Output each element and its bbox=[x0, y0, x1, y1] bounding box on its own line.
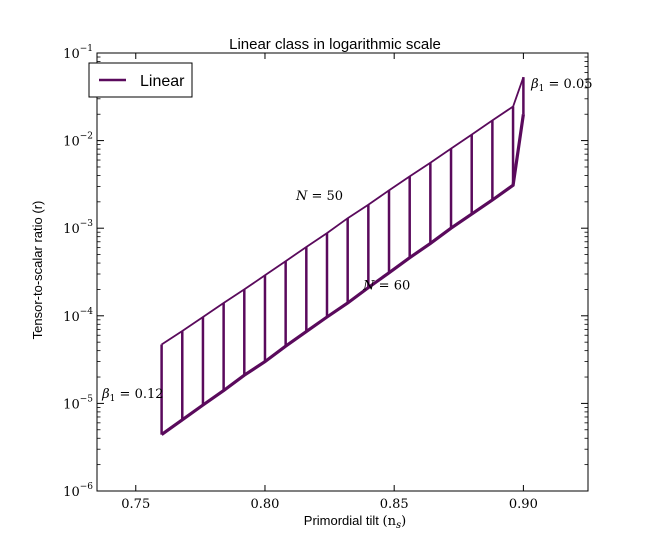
y-tick-label-exponent: −4 bbox=[80, 307, 94, 317]
chart-title: Linear class in logarithmic scale bbox=[229, 36, 441, 53]
x-tick-label: 0.75 bbox=[121, 497, 150, 512]
x-axis-label-text: Primordial tilt bbox=[304, 513, 380, 528]
y-tick-label-base: 10 bbox=[63, 397, 80, 412]
legend: Linear bbox=[88, 62, 193, 98]
annotation-value: = 50 bbox=[307, 189, 343, 204]
annotation-value: = 0.12 bbox=[115, 387, 163, 402]
y-tick-label-base: 10 bbox=[63, 485, 80, 500]
y-tick-label: 10−5 bbox=[63, 394, 93, 412]
x-tick-label: 0.90 bbox=[509, 497, 538, 512]
y-tick-label-exponent: −1 bbox=[80, 44, 93, 54]
plot-area: 0.75 0.80 0.85 0.9010−610−510−410−310−210−1… bbox=[63, 44, 592, 512]
x-axis-label-math-sub: s bbox=[396, 520, 401, 531]
n50-line bbox=[161, 76, 525, 346]
annotation-variable: N bbox=[295, 189, 308, 204]
y-tick-label: 10−1 bbox=[63, 44, 93, 62]
y-tick-label-exponent: −6 bbox=[80, 482, 94, 492]
y-tick-label-exponent: −3 bbox=[80, 219, 94, 229]
annotation-beta-top: β1 = 0.05 bbox=[530, 77, 592, 94]
annotation-variable: β bbox=[530, 77, 539, 92]
annotation-n60: N = 60 bbox=[362, 278, 410, 293]
x-axis-label: Primordial tilt (ns) bbox=[304, 513, 406, 531]
y-tick-label-base: 10 bbox=[63, 310, 80, 325]
y-axis-label: Tensor-to-scalar ratio (r) bbox=[30, 201, 45, 340]
annotation-n50: N = 50 bbox=[295, 189, 343, 204]
x-tick-label: 0.85 bbox=[380, 497, 409, 512]
annotation-beta-bottom: β1 = 0.12 bbox=[101, 387, 163, 404]
y-tick-label: 10−4 bbox=[63, 307, 93, 325]
annotation-value: = 0.05 bbox=[544, 77, 592, 92]
y-tick-label-base: 10 bbox=[63, 222, 80, 237]
y-tick-label: 10−3 bbox=[63, 219, 93, 237]
annotation-subscript: 1 bbox=[110, 394, 116, 404]
x-tick-label: 0.80 bbox=[250, 497, 279, 512]
annotation-value: = 60 bbox=[375, 278, 411, 293]
plot-frame bbox=[96, 52, 589, 492]
x-axis-label-math-close: ) bbox=[401, 514, 406, 529]
y-tick-label-base: 10 bbox=[63, 135, 80, 150]
x-axis-label-math-open: (n bbox=[383, 514, 397, 529]
y-tick-label: 10−2 bbox=[63, 132, 93, 150]
y-tick-label-base: 10 bbox=[63, 47, 80, 62]
y-tick-label-exponent: −5 bbox=[80, 394, 94, 404]
y-tick-label-exponent: −2 bbox=[80, 132, 93, 142]
n60-line bbox=[160, 113, 525, 436]
annotation-variable: β bbox=[101, 387, 110, 402]
annotation-subscript: 1 bbox=[539, 84, 545, 94]
y-tick-label: 10−6 bbox=[63, 482, 93, 500]
annotation-variable: N bbox=[362, 278, 375, 293]
legend-label: Linear bbox=[140, 73, 185, 90]
